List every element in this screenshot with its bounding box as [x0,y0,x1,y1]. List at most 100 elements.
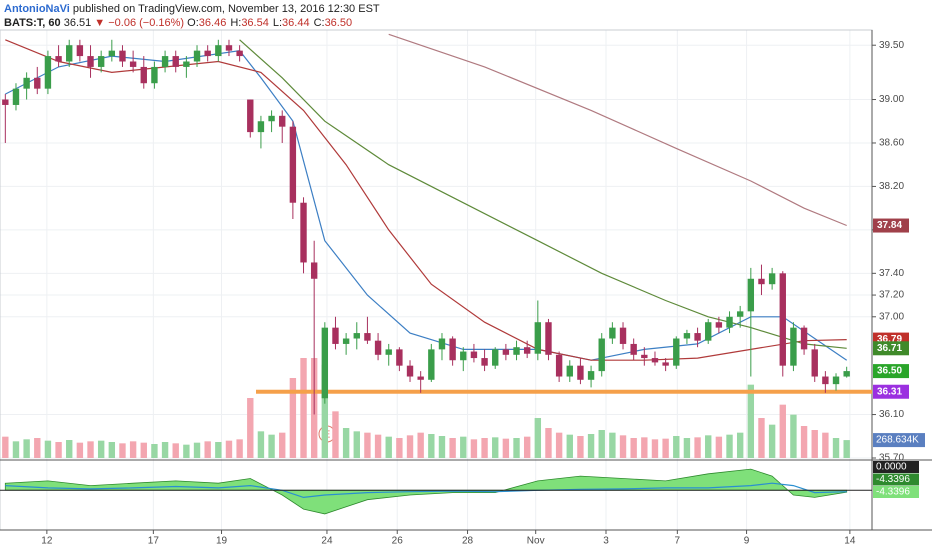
volume-bar [534,418,542,458]
volume-bar [523,436,531,458]
candle-body [76,45,84,57]
author[interactable]: AntonioNaVi [4,3,70,15]
moving-average [5,39,847,361]
volume-bar [800,426,808,458]
candle-body [715,322,723,328]
candle-body [396,349,403,366]
volume-bar [66,440,73,458]
volume-bar [811,430,818,458]
candle-body [705,322,712,341]
candle-body [193,50,201,62]
candle-body [183,61,190,67]
support-line [256,389,872,394]
ohlc-value: 36.50 [324,17,353,29]
candle-body [822,376,829,385]
quote-line: BATS:T, 60 36.51 ▼ −0.06 (−0.16%) O:36.4… [4,16,380,30]
volume-bar [651,439,659,458]
volume-bar [715,436,723,458]
volume-bar [247,398,254,458]
candle-body [513,347,520,355]
x-tick-label: 9 [744,536,750,547]
candle-body [726,316,733,328]
volume-label: 268.634K [876,435,919,446]
candle-body [747,278,755,312]
volume-bar [683,438,691,458]
oscillator-line [5,482,847,499]
last: 36.51 [63,17,92,29]
volume-bar [460,436,467,458]
candle-body [598,338,605,372]
volume-bar [129,441,137,458]
candle-body [523,347,531,354]
moving-average [5,49,848,361]
candle-body [289,126,297,203]
volume-bar [385,436,392,458]
volume-bar [832,438,840,458]
volume-bar [34,438,41,458]
ohlc-value: 36.46 [198,17,227,29]
volume-bar [822,432,829,458]
candle-body [555,354,563,377]
price-label-box [873,364,909,379]
volume-bar [225,440,233,458]
candle-body [300,202,307,263]
volume-bar [417,432,424,458]
volume-bar [321,364,329,458]
candle-body [215,45,222,57]
candle-body [428,349,435,380]
candle-body [683,333,691,339]
candle-body [481,358,488,366]
price-label: 36.79 [877,334,902,345]
candle-body [758,278,765,285]
x-tick-label: 12 [41,536,53,547]
volume-bar [843,440,850,458]
y-tick-label: 37.40 [879,268,904,279]
candle-body [790,327,797,366]
volume-bar [555,432,563,458]
volume-bar [87,441,94,458]
volume-bar [790,414,797,458]
volume-bar [779,404,786,458]
candle-body [438,338,446,350]
ohlc-key: H: [230,17,242,29]
volume-bar [279,432,286,458]
candle-body [800,327,808,350]
candle-body [268,115,275,122]
volume-bar [374,434,382,458]
volume-bar [108,442,116,458]
candle-body [225,45,233,51]
candle-body [236,50,243,57]
volume-bar [406,435,414,458]
volume-bar [587,434,595,458]
volume-bar [342,428,350,458]
volume-bar [172,443,179,458]
volume-bar [44,440,52,458]
candle-body [119,50,126,62]
volume-bar [215,442,222,458]
y-tick-label: 38.20 [879,181,904,192]
candle-body [843,371,850,377]
x-tick-label: 7 [675,536,681,547]
candle-body [492,349,499,366]
price-label-box [873,384,909,399]
oscillator-label-box [873,461,919,473]
volume-bar [545,428,552,458]
volume-bar [747,384,755,458]
moving-average [239,39,847,349]
candle-body [662,362,669,366]
volume-bar [662,438,669,458]
ohlc-key: C: [313,17,325,29]
candle-body [161,56,169,67]
candle-body [342,338,350,344]
volume-bar [566,434,573,458]
x-tick-label: 19 [216,536,228,547]
volume-bar [161,442,169,458]
candle-body [417,376,424,380]
volume-bar [2,436,9,458]
volume-bar [438,436,446,458]
candle-body [279,115,286,127]
candle-body [257,121,265,133]
volume-bar [619,435,627,458]
volume-bar [726,434,733,458]
